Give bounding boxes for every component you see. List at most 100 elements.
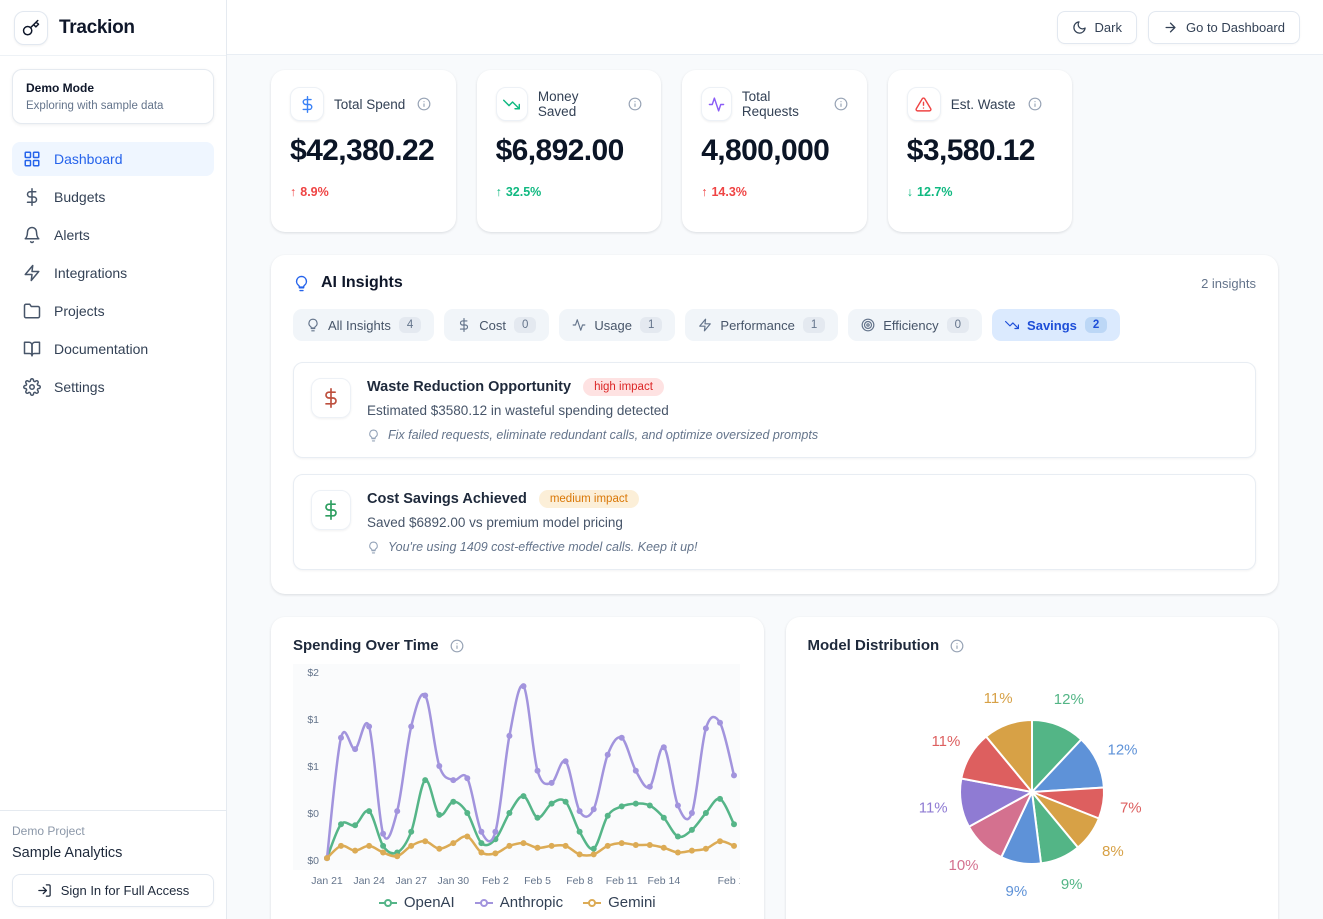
legend-item-anthropic[interactable]: Anthropic <box>474 894 563 911</box>
go-to-dashboard-button[interactable]: Go to Dashboard <box>1147 10 1300 44</box>
stat-card-money-saved: Money Saved $6,892.00 ↑ 32.5% <box>476 70 662 232</box>
info-icon[interactable] <box>1028 97 1042 111</box>
svg-text:Jan 21: Jan 21 <box>311 875 343 887</box>
sidebar-item-label: Projects <box>54 303 105 319</box>
trending-down-icon <box>1005 318 1020 332</box>
insights-count: 2 insights <box>1201 275 1256 291</box>
project-label: Demo Project <box>12 824 85 838</box>
stat-value: $3,580.12 <box>906 134 1036 167</box>
theme-toggle-label: Dark <box>1094 19 1122 35</box>
svg-text:Feb 19: Feb 19 <box>718 875 740 887</box>
filter-performance[interactable]: Performance 1 <box>685 309 839 341</box>
legend-marker-icon <box>474 898 493 907</box>
content: Total Spend $42,380.22 ↑ 8.9% Money Saved… <box>227 55 1323 919</box>
model-distribution-card: Model Distribution 12% 12% 7% 8% 9% 9% 10% 11% 1… <box>785 617 1278 919</box>
legend-item-gemini[interactable]: Gemini <box>583 894 656 911</box>
svg-text:$1: $1 <box>307 714 319 726</box>
info-icon[interactable] <box>950 639 964 653</box>
filter-savings[interactable]: Savings 2 <box>992 309 1121 341</box>
stat-label: Est. Waste <box>950 96 1016 112</box>
app-title: Trackion <box>59 16 135 38</box>
pie-chart-svg: 12% 12% 7% 8% 9% 9% 10% 11% 11% 11% <box>918 690 1141 900</box>
go-to-dashboard-label: Go to Dashboard <box>1185 19 1285 35</box>
insight-filters: All Insights 4 Cost 0 Usage 1 Performance 1 … <box>293 309 1256 341</box>
insight-description: Estimated $3580.12 in wasteful spending … <box>367 403 669 418</box>
activity-icon <box>572 318 586 332</box>
sidebar-item-settings[interactable]: Settings <box>12 370 214 404</box>
model-distribution-title: Model Distribution <box>808 637 1257 654</box>
ai-insights-title: AI Insights <box>293 274 403 292</box>
svg-text:9%: 9% <box>1005 883 1027 900</box>
stat-label: Money Saved <box>537 89 579 119</box>
stat-delta: ↑ 8.9% <box>290 185 329 199</box>
svg-text:12%: 12% <box>1053 691 1083 708</box>
folder-icon <box>23 302 41 320</box>
demo-mode-banner: Demo Mode Exploring with sample data <box>12 69 214 124</box>
legend-item-openai[interactable]: OpenAI <box>378 894 455 911</box>
sidebar-item-dashboard[interactable]: Dashboard <box>12 142 214 176</box>
svg-text:Feb 8: Feb 8 <box>566 875 593 887</box>
sidebar-item-label: Integrations <box>54 265 128 281</box>
trending-down-icon <box>495 87 528 121</box>
spending-line-chart: $2 $1 $1 $0 $0 Jan 21 Jan 24 Jan 27 Jan 30 Feb 2 F… <box>293 664 742 892</box>
arrow-up-icon: ↑ <box>495 185 502 199</box>
stat-card-total-spend: Total Spend $42,380.22 ↑ 8.9% <box>271 70 456 232</box>
sidebar-item-alerts[interactable]: Alerts <box>12 218 214 252</box>
info-icon[interactable] <box>450 639 464 653</box>
sidebar-header: Trackion <box>0 0 226 56</box>
arrow-up-icon: ↑ <box>290 185 297 199</box>
sidebar-item-projects[interactable]: Projects <box>12 294 214 328</box>
filter-count: 0 <box>946 317 970 333</box>
theme-toggle-button[interactable]: Dark <box>1056 10 1137 44</box>
svg-text:$0: $0 <box>307 808 319 820</box>
insight-recommendation: Fix failed requests, eliminate redundant… <box>367 428 818 442</box>
lightbulb-icon <box>367 429 380 442</box>
info-icon[interactable] <box>628 97 642 111</box>
spending-chart-title: Spending Over Time <box>293 637 742 654</box>
sign-in-button[interactable]: Sign In for Full Access <box>12 874 214 907</box>
topbar: Dark Go to Dashboard <box>227 0 1323 55</box>
filter-cost[interactable]: Cost 0 <box>444 309 550 341</box>
sidebar-item-label: Budgets <box>54 189 106 205</box>
ai-insights-panel: AI Insights 2 insights All Insights 4 Cos… <box>271 255 1278 594</box>
line-chart-svg: $2 $1 $1 $0 $0 Jan 21 Jan 24 Jan 27 Jan 30 Feb 2 F… <box>293 664 740 887</box>
app-logo <box>14 10 48 45</box>
stat-value: 4,800,000 <box>701 134 830 167</box>
sidebar-item-label: Settings <box>54 379 105 395</box>
charts-row: Spending Over Time $2 $1 $1 $0 $0 Jan 21 Jan 2… <box>271 617 1278 919</box>
stat-value: $6,892.00 <box>495 134 625 167</box>
sidebar-item-budgets[interactable]: Budgets <box>12 180 214 214</box>
info-icon[interactable] <box>834 97 848 111</box>
stat-value: $42,380.22 <box>290 134 435 167</box>
dollar-icon <box>23 188 41 206</box>
svg-text:Feb 5: Feb 5 <box>524 875 551 887</box>
sidebar-item-integrations[interactable]: Integrations <box>12 256 214 290</box>
filter-usage[interactable]: Usage 1 <box>559 309 676 341</box>
filter-all-insights[interactable]: All Insights 4 <box>293 309 435 341</box>
gear-icon <box>23 378 41 396</box>
legend-marker-icon <box>378 898 397 907</box>
sidebar-nav: Dashboard Budgets Alerts Integrations Pr… <box>0 126 226 420</box>
stat-card-total-requests: Total Requests 4,800,000 ↑ 14.3% <box>682 70 867 232</box>
stat-delta: ↓ 12.7% <box>906 185 953 199</box>
arrow-right-icon <box>1163 20 1178 35</box>
model-distribution-pie-chart: 12% 12% 7% 8% 9% 9% 10% 11% 11% 11% <box>808 664 1257 916</box>
book-open-icon <box>23 340 41 358</box>
zap-icon <box>23 264 41 282</box>
sidebar-item-label: Dashboard <box>54 151 123 167</box>
sidebar-item-documentation[interactable]: Documentation <box>12 332 214 366</box>
svg-text:Jan 24: Jan 24 <box>353 875 385 887</box>
svg-text:8%: 8% <box>1102 843 1124 860</box>
arrow-up-icon: ↑ <box>701 185 708 199</box>
filter-count: 1 <box>802 317 826 333</box>
filter-efficiency[interactable]: Efficiency 0 <box>848 309 983 341</box>
svg-text:Jan 30: Jan 30 <box>438 875 470 887</box>
stat-delta: ↑ 32.5% <box>495 185 542 199</box>
lightbulb-icon <box>367 541 380 554</box>
legend-marker-icon <box>583 898 602 907</box>
dollar-icon <box>290 87 324 121</box>
svg-text:11%: 11% <box>931 733 960 750</box>
svg-text:Feb 14: Feb 14 <box>647 875 680 887</box>
svg-text:$0: $0 <box>307 855 319 867</box>
info-icon[interactable] <box>417 97 431 111</box>
